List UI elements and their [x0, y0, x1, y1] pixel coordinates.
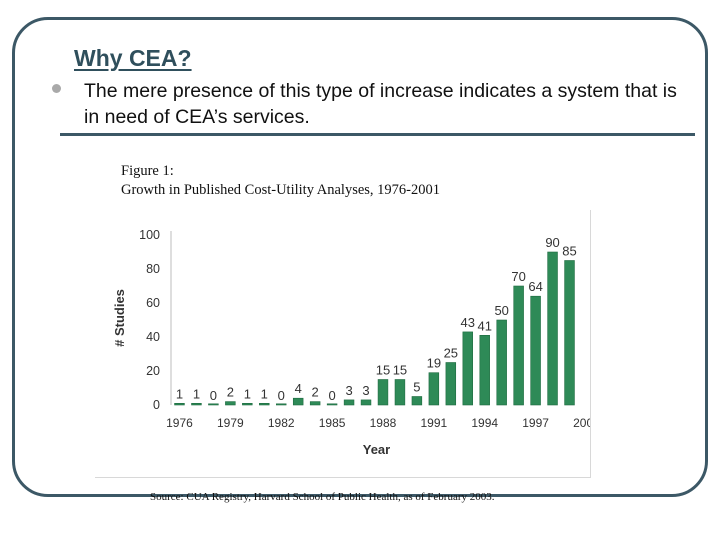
bar-data-label: 1 — [193, 386, 200, 401]
bar-data-label: 43 — [461, 315, 475, 330]
bar-data-label: 2 — [312, 385, 319, 400]
chart-bar — [225, 401, 236, 406]
bar-data-label: 5 — [413, 380, 420, 395]
x-tick-label: 1976 — [166, 416, 193, 430]
chart-bar — [174, 403, 185, 406]
chart-bar — [462, 331, 473, 406]
y-tick-label: 20 — [146, 364, 160, 378]
x-tick-label: 2000 — [573, 416, 590, 430]
bullet-dot-icon — [52, 84, 61, 93]
chart-bar — [259, 403, 270, 406]
bar-data-label: 25 — [444, 346, 458, 361]
bar-data-label: 1 — [244, 386, 251, 401]
chart-bar — [513, 285, 524, 406]
bar-data-label: 70 — [511, 269, 525, 284]
figure-label: Figure 1: — [121, 163, 174, 179]
bar-data-label: 50 — [494, 303, 508, 318]
x-axis-title: Year — [363, 442, 390, 457]
x-tick-label: 1988 — [370, 416, 397, 430]
chart-bar — [360, 399, 372, 406]
bar-data-label: 1 — [261, 386, 268, 401]
chart-bar — [496, 319, 507, 406]
bar-data-label: 90 — [545, 235, 559, 250]
chart-bar — [411, 396, 423, 406]
bar-data-label: 3 — [345, 383, 352, 398]
y-tick-label: 60 — [146, 296, 160, 310]
x-tick-label: 1994 — [471, 416, 498, 430]
x-tick-label: 1985 — [319, 416, 346, 430]
y-tick-label: 0 — [153, 398, 160, 412]
bar-data-label: 64 — [528, 279, 542, 294]
bar-data-label: 2 — [227, 385, 234, 400]
chart-bar — [564, 260, 575, 406]
slide-title: Why CEA? — [74, 45, 192, 71]
figure-caption: Figure 1: Growth in Published Cost-Utili… — [121, 162, 440, 200]
chart-bar — [445, 362, 457, 406]
chart-bar — [377, 379, 389, 406]
bar-data-label: 0 — [210, 388, 217, 403]
chart-bar — [326, 403, 338, 406]
title-divider — [60, 133, 695, 136]
chart-bar — [208, 403, 219, 406]
bar-data-label: 1 — [176, 386, 183, 401]
bullet-text: The mere presence of this type of increa… — [84, 80, 677, 128]
chart-bar — [309, 401, 321, 406]
figure-title: Growth in Published Cost-Utility Analyse… — [121, 182, 440, 198]
chart-bar — [547, 251, 558, 406]
bar-data-label: 15 — [393, 363, 407, 378]
y-tick-label: 100 — [139, 228, 160, 242]
bar-data-label: 3 — [362, 383, 369, 398]
chart-bar — [242, 403, 253, 406]
chart-bar — [276, 403, 287, 406]
source-note: Source: CUA Registry, Harvard School of … — [150, 491, 495, 503]
x-tick-label: 1997 — [522, 416, 549, 430]
chart-bar — [530, 295, 541, 406]
bar-data-label: 0 — [278, 388, 285, 403]
x-tick-label: 1991 — [421, 416, 448, 430]
chart-bar — [191, 403, 202, 406]
bar-data-label: 15 — [376, 363, 390, 378]
bar-data-label: 85 — [562, 244, 576, 259]
x-tick-label: 1979 — [217, 416, 244, 430]
y-axis-title: # Studies — [112, 289, 127, 347]
x-tick-label: 1982 — [268, 416, 295, 430]
y-tick-label: 40 — [146, 330, 160, 344]
chart-bar — [479, 335, 490, 406]
bar-data-label: 4 — [295, 381, 302, 396]
chart-bar — [343, 399, 355, 406]
bar-data-label: 41 — [477, 318, 491, 333]
chart-bar — [292, 397, 304, 406]
bar-data-label: 19 — [427, 356, 441, 371]
chart-bar — [394, 379, 406, 406]
bar-data-label: 0 — [328, 388, 335, 403]
y-tick-label: 80 — [146, 262, 160, 276]
chart-bar — [428, 372, 440, 406]
chart-panel: 0 20 40 60 80 100 1 1 0 2 1 1 0 4 2 0 3 3 15 15 5 19 25 43 41 50 7… — [95, 210, 591, 478]
